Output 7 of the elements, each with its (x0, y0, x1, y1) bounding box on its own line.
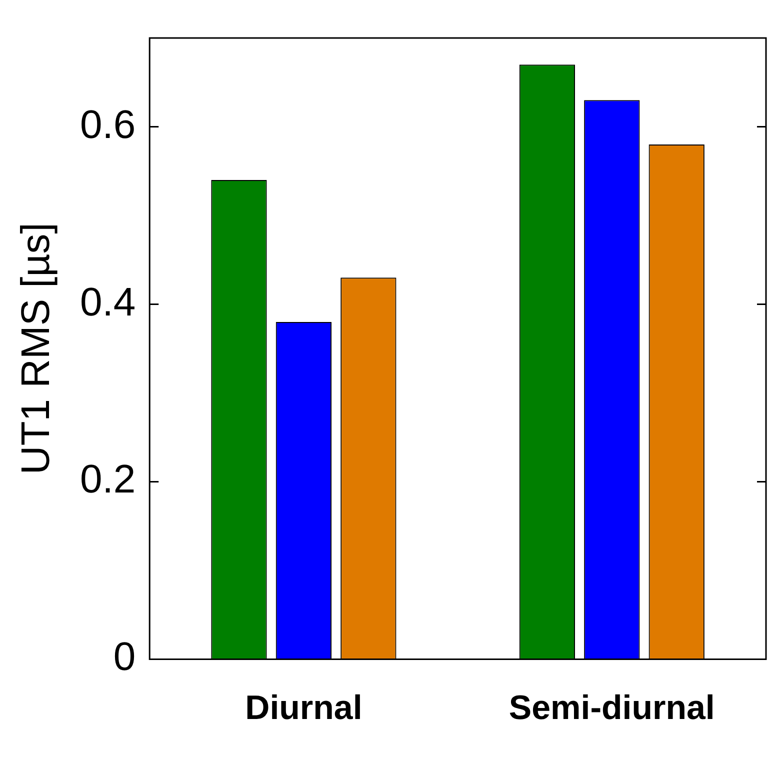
y-tick-label: 0.2 (80, 458, 136, 502)
y-axis-title: UT1 RMS [µs] (14, 222, 58, 475)
y-tick-label: 0.6 (80, 102, 136, 147)
y-tick-label: 0.4 (80, 280, 136, 324)
y-tick-label: 0 (113, 635, 136, 680)
x-tick-label: Diurnal (245, 688, 362, 727)
x-tick-label: Semi-diurnal (508, 688, 715, 727)
